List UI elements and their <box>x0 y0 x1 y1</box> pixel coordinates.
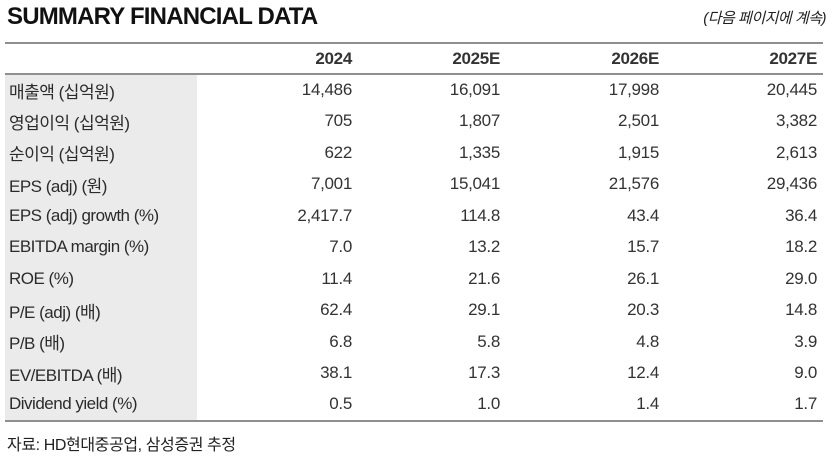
header-spacer-cell <box>5 43 197 74</box>
value-cell: 26.1 <box>627 268 659 288</box>
value-cell: 2,501 <box>617 111 659 131</box>
value-cell: 2,417.7 <box>297 205 352 225</box>
page-title: SUMMARY FINANCIAL DATA <box>7 3 318 30</box>
value-cell: 0.5 <box>329 394 352 414</box>
column-header-2024: 2024 <box>315 48 352 68</box>
value-cell: 15,041 <box>449 174 501 194</box>
table-body: 매출액 (십억원) 14,486 16,091 17,998 20,445 영업이익 (십… <box>5 74 823 421</box>
row-label: 매출액 (십억원) <box>5 74 197 106</box>
table-row: EV/EBITDA (배) 38.1 17.3 12.4 9.0 <box>5 357 823 389</box>
value-cell: 1.7 <box>794 394 817 414</box>
value-cell: 12.4 <box>627 363 659 383</box>
value-cell: 9.0 <box>794 363 817 383</box>
value-cell: 3,382 <box>775 111 817 131</box>
value-cell: 1,807 <box>458 111 500 131</box>
page-header: SUMMARY FINANCIAL DATA (다음 페이지에 계속) <box>0 0 838 42</box>
row-label: 순이익 (십억원) <box>5 137 197 169</box>
value-cell: 38.1 <box>320 363 352 383</box>
value-cell: 14.8 <box>785 300 817 320</box>
value-cell: 21.6 <box>468 268 500 288</box>
row-label: P/E (adj) (배) <box>5 294 197 326</box>
table-row: 영업이익 (십억원) 705 1,807 2,501 3,382 <box>5 105 823 137</box>
value-cell: 62.4 <box>320 300 352 320</box>
row-label: Dividend yield (%) <box>5 389 197 421</box>
source-note: 자료: HD현대중공업, 삼성증권 추정 <box>7 436 236 454</box>
value-cell: 29.0 <box>785 268 817 288</box>
value-cell: 16,091 <box>449 80 501 100</box>
row-label: EPS (adj) growth (%) <box>5 200 197 232</box>
value-cell: 705 <box>324 111 353 131</box>
row-label: 영업이익 (십억원) <box>5 105 197 137</box>
row-label: EV/EBITDA (배) <box>5 357 197 389</box>
table-header-row: 2024 2025E 2026E 2027E <box>5 43 823 74</box>
value-cell: 14,486 <box>301 80 353 100</box>
table-row: EPS (adj) growth (%) 2,417.7 114.8 43.4 36.4 <box>5 200 823 232</box>
value-cell: 622 <box>324 142 353 162</box>
continuation-note: (다음 페이지에 계속) <box>703 10 826 27</box>
value-cell: 5.8 <box>477 331 500 351</box>
table-row: EBITDA margin (%) 7.0 13.2 15.7 18.2 <box>5 231 823 263</box>
financial-summary-table: 2024 2025E 2026E 2027E 매출액 (십억원) 14,486 16,09… <box>5 42 823 422</box>
value-cell: 6.8 <box>329 331 352 351</box>
value-cell: 7.0 <box>329 237 352 257</box>
column-header-2027E: 2027E <box>769 48 817 68</box>
table-row: P/E (adj) (배) 62.4 29.1 20.3 14.8 <box>5 294 823 326</box>
value-cell: 15.7 <box>627 237 659 257</box>
row-label: EBITDA margin (%) <box>5 231 197 263</box>
value-cell: 21,576 <box>608 174 660 194</box>
value-cell: 114.8 <box>460 205 500 225</box>
row-label: ROE (%) <box>5 263 197 295</box>
table-row: 순이익 (십억원) 622 1,335 1,915 2,613 <box>5 137 823 169</box>
value-cell: 20,445 <box>766 80 818 100</box>
value-cell: 17.3 <box>468 363 500 383</box>
value-cell: 1,915 <box>617 142 659 162</box>
value-cell: 2,613 <box>775 142 817 162</box>
table-row: ROE (%) 11.4 21.6 26.1 29.0 <box>5 263 823 295</box>
value-cell: 4.8 <box>636 331 659 351</box>
value-cell: 3.9 <box>794 331 817 351</box>
table-row: 매출액 (십억원) 14,486 16,091 17,998 20,445 <box>5 74 823 106</box>
value-cell: 18.2 <box>785 237 817 257</box>
value-cell: 1.4 <box>636 394 659 414</box>
value-cell: 20.3 <box>627 300 659 320</box>
column-header-2025E: 2025E <box>452 48 500 68</box>
table-row: EPS (adj) (원) 7,001 15,041 21,576 29,436 <box>5 168 823 200</box>
value-cell: 11.4 <box>321 268 352 288</box>
row-label: EPS (adj) (원) <box>5 168 197 200</box>
column-header-2026E: 2026E <box>611 48 659 68</box>
value-cell: 43.4 <box>627 205 659 225</box>
table-row: P/B (배) 6.8 5.8 4.8 3.9 <box>5 326 823 358</box>
value-cell: 1.0 <box>477 394 500 414</box>
value-cell: 13.2 <box>468 237 500 257</box>
value-cell: 29,436 <box>766 174 818 194</box>
value-cell: 36.4 <box>785 205 817 225</box>
value-cell: 7,001 <box>310 174 352 194</box>
value-cell: 1,335 <box>458 142 500 162</box>
value-cell: 29.1 <box>468 300 500 320</box>
row-label: P/B (배) <box>5 326 197 358</box>
value-cell: 17,998 <box>608 80 660 100</box>
table-row: Dividend yield (%) 0.5 1.0 1.4 1.7 <box>5 389 823 421</box>
